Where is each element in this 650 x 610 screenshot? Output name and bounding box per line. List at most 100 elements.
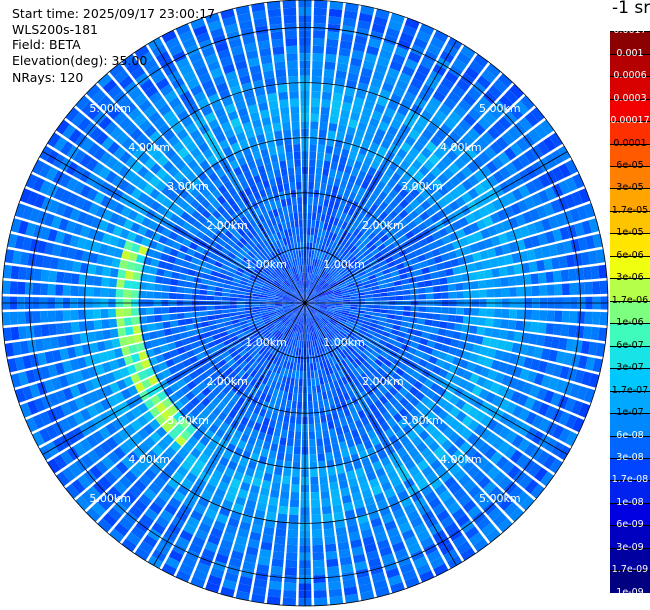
ray-gate	[583, 326, 592, 340]
ray-gate	[284, 292, 292, 297]
ray-gate	[372, 70, 385, 82]
ray-gate	[201, 79, 215, 91]
ray-gate	[269, 234, 276, 243]
ray-gate	[504, 254, 514, 265]
ray-gate	[118, 428, 131, 441]
ray-gate	[240, 180, 250, 190]
ray-gate	[364, 311, 373, 316]
ray-gate	[244, 355, 253, 364]
ray-gate	[190, 418, 202, 430]
ray-gate	[413, 424, 425, 435]
ray-gate	[451, 144, 464, 157]
ray-gate	[365, 346, 374, 354]
ray-gate	[143, 170, 155, 183]
ray-gate	[131, 406, 143, 419]
ray-gate	[62, 387, 74, 401]
ray-gate	[261, 270, 269, 278]
ray-gate	[346, 320, 354, 326]
ray-gate	[490, 382, 501, 394]
ray-gate	[286, 53, 298, 62]
ray-gate	[222, 531, 236, 543]
ray-gate	[149, 91, 163, 104]
ray-gate	[279, 315, 287, 321]
ray-gate	[270, 566, 283, 575]
ray-gate	[344, 2, 359, 13]
ray-gate	[426, 340, 436, 348]
ray-gate	[131, 432, 144, 445]
ray-gate	[161, 185, 172, 197]
ray-gate	[286, 399, 292, 409]
ray-gate	[339, 257, 347, 265]
ray-gate	[246, 546, 259, 556]
ray-gate	[308, 423, 315, 432]
ray-gate	[252, 306, 260, 310]
ray-gate	[470, 142, 483, 155]
ray-gate	[329, 428, 337, 437]
ray-gate	[295, 309, 301, 316]
ray-gate	[376, 275, 385, 282]
ray-gate	[384, 391, 394, 401]
ray-gate	[347, 524, 359, 534]
ray-gate	[7, 358, 18, 373]
ray-gate	[270, 217, 277, 226]
colorbar-tick-label: 1.7e-08	[611, 474, 649, 486]
ray-gate	[323, 222, 329, 231]
ray-gate	[99, 351, 109, 363]
ray-gate	[109, 328, 119, 338]
ray-gate	[354, 251, 363, 259]
ray-gate	[462, 370, 473, 381]
ray-gate	[538, 173, 551, 188]
ray-gate	[250, 412, 259, 422]
ray-gate	[177, 484, 190, 497]
ray-gate	[263, 257, 271, 265]
ray-gate	[346, 344, 355, 353]
ray-gate	[592, 281, 601, 295]
ray-gate	[311, 306, 319, 311]
ray-gate	[279, 343, 286, 351]
ray-gate	[154, 457, 167, 470]
ray-gate	[296, 258, 300, 266]
ray-gate	[273, 543, 285, 553]
ray-gate	[317, 290, 325, 295]
ray-gate	[295, 308, 301, 315]
ray-gate	[383, 381, 393, 391]
ray-gate	[276, 291, 284, 296]
ray-gate	[241, 225, 250, 234]
ray-gate	[268, 311, 277, 316]
ray-gate	[269, 419, 277, 429]
ray-gate	[569, 282, 578, 295]
ray-gate	[331, 496, 342, 506]
ray-gate	[118, 165, 131, 178]
colorbar-tick-label: 3e-07	[616, 362, 644, 374]
ray-gate	[438, 351, 448, 361]
ray-gate	[288, 212, 294, 221]
ray-gate	[353, 42, 366, 53]
ray-gate	[329, 216, 335, 225]
ray-gate	[365, 219, 374, 228]
ray-gate	[264, 519, 276, 529]
ray-gate	[257, 40, 271, 50]
ray-gate	[465, 446, 478, 459]
ray-gate	[231, 203, 241, 213]
ray-gate	[398, 234, 409, 244]
ray-gate	[530, 235, 541, 248]
ray-gate	[319, 361, 325, 370]
ray-gate	[287, 260, 293, 268]
ray-gate	[87, 449, 100, 464]
ray-gate	[259, 109, 270, 119]
ray-gate	[296, 273, 300, 282]
ray-gate	[270, 107, 280, 117]
ray-gate	[216, 195, 227, 205]
ray-gate	[259, 261, 267, 269]
ray-gate	[275, 421, 283, 430]
ray-gate	[307, 333, 310, 341]
ray-gate	[473, 423, 486, 436]
ray-gate	[380, 309, 388, 314]
ray-gate	[163, 328, 173, 336]
ray-gate	[236, 396, 246, 407]
ray-gate	[115, 308, 124, 317]
ray-gate	[163, 270, 173, 278]
ray-gate	[504, 445, 517, 459]
ray-gate	[377, 279, 386, 285]
ray-gate	[431, 231, 442, 241]
